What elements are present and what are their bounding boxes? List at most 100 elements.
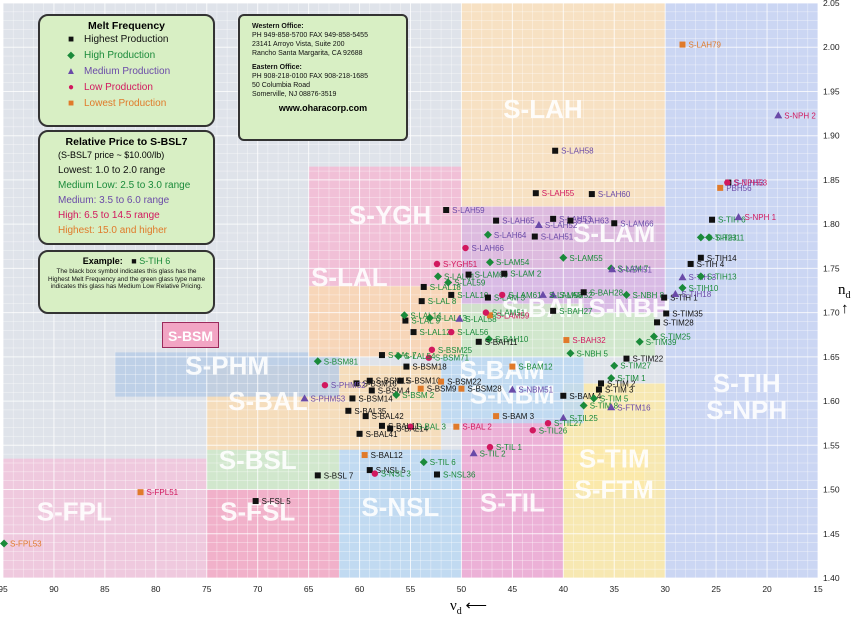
data-point-circle [407, 423, 414, 430]
y-axis-symbol: n [838, 282, 846, 298]
data-point-label: S-NPH53 [733, 179, 767, 188]
data-point-square [567, 217, 574, 224]
data-point-diamond [566, 349, 575, 358]
website-link[interactable]: www.oharacorp.com [278, 103, 368, 113]
data-point-label: S-LAM 3 [494, 294, 526, 303]
data-point-label: S-NPH 2 [784, 111, 816, 120]
price-subtitle: (S-BSL7 price ~ $10.00/lb) [58, 150, 165, 160]
data-point-square [356, 430, 363, 437]
data-point-label: S-BAM 3 [502, 412, 535, 421]
data-point-label: S-TIL 2 [480, 449, 506, 458]
data-point-label: S-NSL 3 [381, 470, 411, 479]
data-point-square [403, 363, 410, 370]
region-label: S-NBH [588, 293, 670, 323]
data-point-label: S-BSM28 [467, 385, 502, 394]
data-point-label: S-LAL18 [430, 283, 462, 292]
data-point-label: S-BSM9 [427, 385, 457, 394]
data-point-square [353, 380, 360, 387]
data-point-square [654, 319, 661, 326]
data-point-square [443, 207, 450, 213]
x-tick-label: 35 [610, 584, 620, 594]
data-point-diamond [434, 272, 443, 281]
data-point-label: S-BSM22 [447, 378, 482, 387]
x-tick-label: 45 [508, 584, 518, 594]
region-label: S-TIL [480, 488, 545, 518]
eastern-phone: PH 908-218-0100 FAX 908-218-1685 [252, 73, 368, 80]
western-addr2: Rancho Santa Margarita, CA 92688 [252, 50, 363, 57]
eastern-title: Eastern Office: [252, 64, 302, 71]
data-point-label: S-LAL10 [457, 291, 489, 300]
data-point-square [709, 216, 716, 223]
data-point-triangle [300, 394, 309, 402]
region-label: S-NSL [361, 492, 439, 522]
region-label: S-FTM [575, 474, 654, 504]
data-point-label: S-BAH27 [559, 307, 593, 316]
data-point-label: S-TIM 5 [600, 394, 629, 403]
data-point-square [595, 386, 602, 393]
example-title: Example: [82, 256, 123, 266]
data-point-label: S-NBH 5 [576, 349, 608, 358]
data-point-label: S-BSM10 [406, 377, 441, 386]
data-point-square [420, 283, 427, 290]
data-point-square [598, 380, 605, 387]
office-contacts: Western Office: PH 949-858-5700 FAX 949-… [238, 14, 408, 141]
data-point-square [501, 270, 508, 277]
data-point-label: S-LAM 7 [617, 264, 649, 273]
data-point-label: S-LAM60 [475, 271, 509, 280]
arrow-left-icon: ⟵ [465, 598, 488, 614]
region-label: S-FPL [37, 497, 112, 527]
data-point-label: S-BAH10 [495, 335, 529, 344]
data-point-label: S-NBM51 [518, 386, 553, 395]
data-point-square [697, 254, 704, 261]
data-point-square [387, 425, 394, 432]
data-point-diamond [649, 332, 658, 341]
data-point-square [531, 233, 538, 240]
data-point-label: S-TIM25 [660, 333, 691, 342]
data-point-square [611, 220, 618, 227]
data-point-label: S-NSL36 [443, 471, 476, 480]
data-point-diamond [622, 290, 631, 299]
data-point-square [417, 385, 424, 392]
legend-label: High Production [84, 50, 156, 61]
data-point-label: S-BAL42 [372, 412, 405, 421]
data-point-label: S-TIL25 [569, 414, 598, 423]
region-label: S-BAM [460, 355, 545, 385]
data-point-triangle [671, 290, 680, 298]
data-point-label: S-TIM28 [663, 318, 694, 327]
triangle-icon: ▲ [66, 66, 76, 77]
y-tick-label: 1.60 [823, 396, 840, 406]
data-point-label: S-BAH32 [572, 336, 606, 345]
data-point-square [563, 337, 570, 344]
data-point-label: S-LAH59 [452, 206, 485, 215]
data-point-label: S-TIM 1 [617, 374, 646, 383]
x-tick-label: 50 [457, 584, 467, 594]
data-point-label: S-TIM22 [632, 355, 663, 364]
y-tick-label: 2.00 [823, 42, 840, 52]
y-tick-label: 1.85 [823, 175, 840, 185]
region-label: S-LAH [503, 94, 582, 124]
y-tick-label: 1.95 [823, 86, 840, 96]
data-point-label: S-BAH28 [590, 288, 624, 297]
data-point-label: S-LAM52 [559, 291, 593, 300]
x-tick-label: 40 [559, 584, 569, 594]
data-point-triangle [469, 449, 478, 457]
x-tick-label: 70 [253, 584, 263, 594]
example-text: The black box symbol indicates this glas… [48, 268, 206, 291]
data-point-label: S-NBH 8 [632, 291, 664, 300]
y-tick-label: 1.65 [823, 352, 840, 362]
data-point-label: S-NBH51 [618, 265, 652, 274]
region-s-tih [665, 3, 818, 578]
data-point-diamond [485, 258, 494, 267]
data-point-label: S-BAL12 [371, 451, 404, 460]
y-tick-label: 2.05 [823, 0, 840, 8]
x-tick-label: 65 [304, 584, 314, 594]
data-point-diamond [400, 311, 409, 320]
x-tick-label: 30 [660, 584, 670, 594]
data-point-label: S-LAM55 [569, 254, 603, 263]
arrow-up-icon: ↑ [841, 301, 849, 317]
data-point-diamond [678, 283, 687, 292]
x-tick-label: 90 [49, 584, 59, 594]
data-point-label: S-BSM71 [435, 354, 470, 363]
data-point-label: S-LAL 7 [388, 351, 417, 360]
data-point-square [314, 472, 321, 479]
